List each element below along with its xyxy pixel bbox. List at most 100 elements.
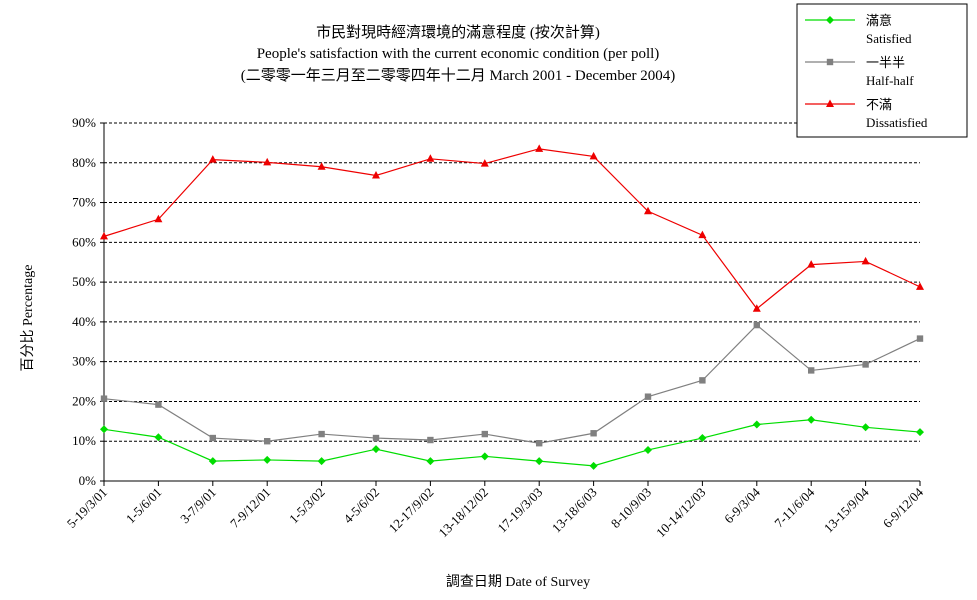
axes: [100, 122, 921, 486]
data-point-half-half: [590, 430, 597, 437]
data-point-dissatisfied: [535, 144, 544, 152]
y-tick-label: 30%: [72, 354, 96, 369]
data-point-dissatisfied: [644, 206, 652, 215]
data-point-half-half: [155, 401, 162, 408]
x-tick-label: 13-18/12/02: [435, 485, 491, 541]
y-tick-label: 60%: [72, 234, 96, 249]
y-tick-label: 90%: [72, 115, 96, 130]
legend-label: 一半半: [866, 55, 905, 70]
data-point-satisfied: [208, 457, 217, 466]
data-point-dissatisfied: [208, 155, 217, 163]
legend-item-dissatisfied: 不滿 Dissatisfied: [805, 97, 928, 130]
data-point-half-half: [100, 395, 108, 402]
data-point-dissatisfied: [861, 256, 870, 265]
legend-box: [796, 3, 968, 138]
gridlines: [104, 122, 920, 442]
data-point-half-half: [427, 436, 434, 444]
series-half-half: [100, 321, 924, 447]
y-axis-ticks: 0% 10% 20% 30% 40% 50% 60% 70% 80% 90%: [72, 115, 96, 488]
x-tick-label: 7-11/6/04: [771, 484, 817, 530]
y-tick-label: 70%: [72, 195, 96, 210]
y-tick-label: 0%: [79, 473, 97, 488]
x-tick-label: 3-7/9/01: [177, 485, 219, 527]
data-point-half-half: [862, 361, 869, 368]
legend-label-en: Satisfied: [866, 31, 912, 46]
series-line-satisfied: [103, 419, 921, 467]
series-group: [100, 144, 924, 470]
legend-label-en: Half-half: [866, 73, 914, 88]
data-point-half-half: [753, 321, 760, 329]
data-point-dissatisfied: [480, 159, 489, 167]
data-point-dissatisfied: [916, 282, 924, 290]
data-point-dissatisfied: [263, 157, 272, 166]
data-point-dissatisfied: [372, 171, 380, 179]
legend-label: 不滿: [866, 97, 892, 112]
y-axis-label: 百分比 Percentage: [20, 265, 36, 372]
data-point-satisfied: [535, 457, 544, 466]
data-point-half-half: [481, 430, 488, 438]
data-point-half-half: [536, 440, 543, 447]
x-tick-label: 8-10/9/03: [608, 485, 654, 531]
x-tick-label: 12-17/9/02: [386, 485, 437, 536]
series-dissatisfied: [100, 144, 924, 312]
data-point-half-half: [372, 434, 380, 442]
x-tick-label: 13-18/6/03: [549, 485, 600, 536]
series-line-half-half: [103, 324, 921, 444]
data-point-dissatisfied: [698, 230, 707, 239]
legend-item-satisfied: 滿意 Satisfied: [805, 13, 912, 46]
data-point-dissatisfied: [317, 162, 326, 170]
x-tick-label: 1-5/6/01: [123, 485, 165, 527]
data-point-satisfied: [861, 423, 870, 432]
legend-swatch-marker: [826, 16, 834, 24]
chart-title: 市民對現時經濟環境的滿意程度 (按次計算): [316, 23, 600, 41]
y-tick-label: 40%: [72, 314, 96, 329]
data-point-dissatisfied: [426, 154, 435, 162]
data-point-satisfied: [426, 457, 435, 466]
data-point-dissatisfied: [589, 151, 598, 160]
x-tick-label: 6-9/12/04: [880, 484, 927, 531]
y-tick-label: 10%: [72, 433, 96, 448]
x-tick-label: 7-9/12/01: [227, 485, 273, 531]
legend-items: 滿意 Satisfied 一半半 Half-half 不滿 Dissatisfied: [805, 13, 928, 130]
data-point-dissatisfied: [752, 304, 761, 312]
x-tick-label: 4-5/6/02: [340, 485, 382, 527]
x-tick-label: 1-5/3/02: [286, 485, 328, 527]
data-point-half-half: [916, 335, 924, 342]
y-tick-label: 20%: [72, 393, 96, 408]
data-point-half-half: [644, 393, 652, 400]
legend-swatch-marker: [826, 58, 834, 66]
data-point-half-half: [264, 438, 271, 445]
data-point-satisfied: [644, 445, 652, 454]
data-point-satisfied: [154, 433, 163, 442]
data-point-half-half: [808, 367, 815, 374]
data-point-half-half: [209, 434, 216, 442]
data-point-dissatisfied: [154, 214, 163, 223]
data-point-satisfied: [589, 461, 598, 470]
x-axis-label: 調查日期 Date of Survey: [446, 574, 590, 590]
data-point-satisfied: [916, 428, 924, 437]
data-point-satisfied: [807, 415, 816, 424]
legend-label: 滿意: [866, 13, 892, 28]
data-point-satisfied: [372, 445, 380, 454]
x-tick-label: 13-15/9/04: [821, 484, 872, 535]
y-tick-label: 50%: [72, 274, 96, 289]
x-tick-label: 17-19/3/03: [494, 485, 545, 536]
chart-subtitle-range: (二零零一年三月至二零零四年十二月 March 2001 - December …: [241, 67, 676, 84]
x-axis-ticks: 5-19/3/01 1-5/6/01 3-7/9/01 7-9/12/01 1-5/3/…: [64, 484, 927, 540]
legend-swatch-marker: [826, 99, 834, 107]
data-point-satisfied: [480, 452, 489, 461]
series-satisfied: [100, 415, 924, 470]
x-tick-label: 5-19/3/01: [64, 485, 110, 531]
series-line-dissatisfied: [103, 148, 921, 310]
data-point-satisfied: [698, 434, 707, 443]
legend-label-en: Dissatisfied: [866, 115, 928, 130]
data-point-satisfied: [263, 455, 272, 464]
data-point-dissatisfied: [100, 231, 108, 240]
data-point-satisfied: [100, 425, 108, 434]
data-point-satisfied: [752, 420, 761, 429]
x-tick-label: 10-14/12/03: [653, 485, 709, 541]
chart-subtitle: People's satisfaction with the current e…: [257, 46, 660, 62]
legend-item-half-half: 一半半 Half-half: [805, 55, 914, 88]
legend: 滿意 Satisfied 一半半 Half-half 不滿 Dissatisfied: [796, 3, 968, 138]
